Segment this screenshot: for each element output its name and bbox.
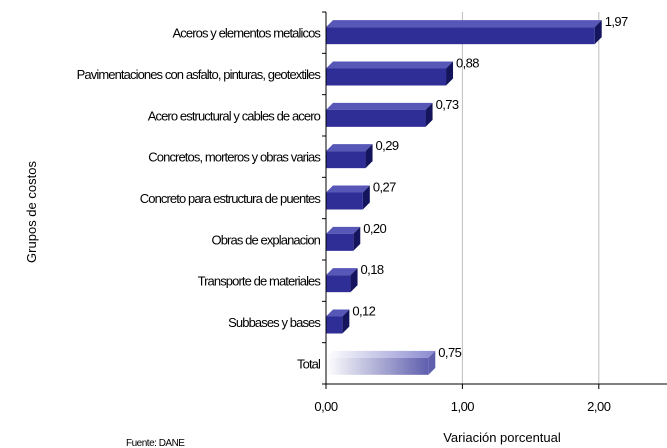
bar-top-face bbox=[326, 350, 436, 358]
category-label: Concretos, morteros y obras varias bbox=[148, 150, 321, 165]
bar bbox=[326, 268, 358, 293]
category-labels: Aceros y elementos metalicos Pavimentacio… bbox=[77, 26, 323, 372]
bar-front-face bbox=[326, 357, 429, 375]
y-axis-title: Grupos de costos bbox=[24, 161, 39, 263]
bar-side-face bbox=[365, 144, 373, 169]
bar-top-face bbox=[326, 268, 358, 276]
bar-top-face bbox=[326, 61, 454, 69]
bar-front-face bbox=[326, 27, 595, 45]
bar bbox=[326, 309, 350, 334]
bar-top-face bbox=[326, 102, 433, 110]
value-label: 0,88 bbox=[456, 56, 479, 71]
category-label: Aceros y elementos metalicos bbox=[173, 26, 322, 41]
bar-side-face bbox=[594, 20, 602, 45]
value-label: 0,75 bbox=[438, 345, 461, 360]
bar-side-face bbox=[428, 350, 436, 375]
grid-lines bbox=[461, 12, 600, 384]
x-tick-label: 2,00 bbox=[587, 399, 611, 414]
category-label: Acero estructural y cables de acero bbox=[148, 108, 321, 123]
bar bbox=[326, 102, 433, 127]
axes bbox=[322, 11, 667, 389]
bar bbox=[326, 185, 370, 210]
category-label: Subbases y bases bbox=[228, 315, 321, 330]
value-label: 0,12 bbox=[352, 304, 375, 319]
bar-side-face bbox=[350, 268, 358, 293]
bar-front-face bbox=[326, 233, 354, 251]
bar bbox=[326, 144, 373, 169]
bar-front-face bbox=[326, 316, 343, 334]
bar bbox=[326, 226, 361, 251]
bar-top-face bbox=[326, 20, 602, 28]
value-label: 0,29 bbox=[376, 138, 399, 153]
bar bbox=[326, 61, 454, 86]
bar-front-face bbox=[326, 192, 363, 210]
value-label: 0,73 bbox=[436, 97, 459, 112]
bar-front-face bbox=[326, 68, 447, 86]
x-tick-labels: 0,00 1,00 2,00 bbox=[314, 399, 611, 414]
category-label: Concreto para estructura de puentes bbox=[140, 191, 322, 206]
bar-front-face bbox=[326, 275, 351, 293]
bar bbox=[326, 20, 602, 45]
bars bbox=[326, 20, 602, 375]
category-label: Transporte de materiales bbox=[198, 274, 322, 289]
bar-total bbox=[326, 350, 436, 375]
x-tick-label: 1,00 bbox=[451, 399, 475, 414]
bar-side-face bbox=[446, 61, 454, 86]
value-label: 0,27 bbox=[373, 180, 396, 195]
bar-side-face bbox=[362, 185, 370, 210]
bar-top-face bbox=[326, 226, 361, 234]
bar-front-face bbox=[326, 109, 426, 127]
bar-top-face bbox=[326, 144, 373, 152]
category-label: Pavimentaciones con asfalto, pinturas, g… bbox=[77, 67, 322, 82]
category-label: Total bbox=[297, 356, 321, 371]
bar-front-face bbox=[326, 151, 366, 169]
value-labels: 1,97 0,88 0,73 0,29 0,27 0,20 0,18 0,12 0,75 bbox=[352, 14, 628, 360]
bar-side-face bbox=[342, 309, 350, 334]
category-label: Obras de explanacion bbox=[212, 232, 321, 247]
bar-top-face bbox=[326, 185, 370, 193]
value-label: 0,18 bbox=[361, 262, 384, 277]
bar-top-face bbox=[326, 309, 350, 317]
x-axis-title: Variación porcentual bbox=[443, 430, 561, 445]
x-tick-label: 0,00 bbox=[314, 399, 338, 414]
source-note: Fuente: DANE bbox=[126, 438, 185, 448]
value-label: 0,20 bbox=[363, 221, 386, 236]
bar-side-face bbox=[425, 102, 433, 127]
value-label: 1,97 bbox=[605, 14, 628, 29]
bar-side-face bbox=[353, 226, 361, 251]
